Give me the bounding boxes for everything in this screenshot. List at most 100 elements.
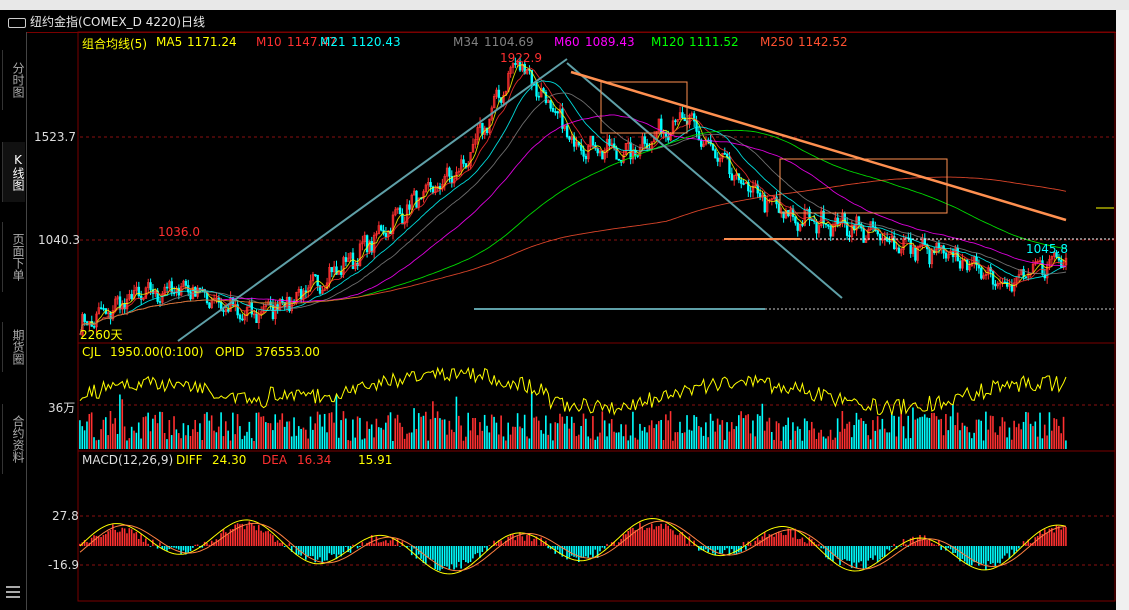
tab-kline-chart[interactable]: K线图 xyxy=(2,142,25,202)
volume-bar xyxy=(180,438,182,449)
macd-bar xyxy=(982,546,985,564)
candle-body xyxy=(591,135,595,146)
macd-bar xyxy=(495,543,498,546)
macd-bar xyxy=(337,546,340,555)
candle-body xyxy=(165,286,169,289)
macd-bar xyxy=(585,546,587,557)
volume-bar xyxy=(417,413,420,449)
volume-bar xyxy=(634,437,637,449)
legend-m34-label: M34 xyxy=(453,35,479,49)
macd-bar xyxy=(109,529,112,546)
macd-bar xyxy=(382,541,385,546)
volume-bar xyxy=(648,425,651,449)
macd-bar xyxy=(603,546,606,549)
volume-bar xyxy=(512,426,514,449)
candle-body xyxy=(961,259,964,269)
candle-body xyxy=(587,146,590,160)
candle-body xyxy=(1013,282,1016,292)
candle-body xyxy=(601,150,604,160)
candle-body xyxy=(262,306,265,313)
tab-contract-info[interactable]: 合约资料 xyxy=(2,404,25,474)
candle-body xyxy=(427,182,430,186)
candle-body xyxy=(95,313,98,328)
volume-bar xyxy=(521,428,524,449)
macd-bar xyxy=(1062,527,1065,546)
candle-body xyxy=(565,125,569,138)
macd-bar xyxy=(728,546,731,556)
tab-futures-circle[interactable]: 期货圈 xyxy=(2,322,25,372)
macd-bar xyxy=(778,531,780,546)
volume-bar xyxy=(210,415,213,449)
macd-bar xyxy=(187,546,189,553)
volume-bar xyxy=(399,422,401,449)
macd-bar xyxy=(156,546,159,549)
macd-bar xyxy=(312,546,314,557)
volume-bar xyxy=(309,416,312,449)
candle-body xyxy=(740,179,743,184)
volume-bar xyxy=(627,440,630,449)
menu-icon[interactable] xyxy=(6,586,20,598)
macd-bar xyxy=(533,538,535,546)
candle-body xyxy=(269,301,272,306)
candle-body xyxy=(674,120,677,123)
volume-bar xyxy=(476,435,479,449)
macd-bar xyxy=(935,545,938,546)
volume-bar xyxy=(443,419,446,449)
macd-bar xyxy=(686,543,688,546)
volume-bar xyxy=(387,415,389,449)
macd-bar xyxy=(460,546,462,569)
volume-bar xyxy=(128,438,131,449)
candle-body xyxy=(798,223,802,231)
macd-bar xyxy=(457,546,460,562)
macd-bar xyxy=(144,538,147,546)
macd-bar xyxy=(674,534,677,546)
tab-time-chart[interactable]: 分时图 xyxy=(2,50,25,110)
volume-bar xyxy=(1027,412,1030,449)
volume-bar xyxy=(818,432,820,449)
candle-body xyxy=(208,302,211,308)
candle-body xyxy=(641,136,644,148)
legend-m10-value: 1147.47 xyxy=(287,35,337,49)
macd-bar xyxy=(869,546,872,558)
volume-bar xyxy=(337,437,340,449)
candle-body xyxy=(274,304,277,319)
candle-body xyxy=(170,281,173,293)
volume-bar xyxy=(352,419,354,449)
volume-bar xyxy=(1006,437,1008,449)
macd-bar xyxy=(886,546,888,550)
candle-body xyxy=(462,159,465,164)
volume-bar xyxy=(702,435,705,449)
tab-order-page[interactable]: 页面下单 xyxy=(2,222,25,292)
candle-body xyxy=(669,133,672,141)
candle-body xyxy=(511,63,515,68)
macd-bar xyxy=(926,539,928,546)
macd-bar xyxy=(140,534,142,546)
volume-bar xyxy=(914,419,917,449)
volume-bar xyxy=(335,395,338,449)
candle-body xyxy=(412,190,416,196)
volume-bar xyxy=(728,431,731,449)
candle-body xyxy=(384,233,388,237)
macd-bar xyxy=(665,523,667,546)
volume-bar xyxy=(733,429,735,449)
macd-bar xyxy=(505,540,507,546)
candle-body xyxy=(1050,256,1054,260)
volume-bar xyxy=(526,436,528,449)
macd-bar xyxy=(853,546,855,563)
macd-bar xyxy=(241,523,244,546)
volume-bar xyxy=(274,414,277,449)
macd-bar xyxy=(735,546,738,555)
volume-bar xyxy=(250,438,253,449)
macd-bar xyxy=(194,544,197,546)
volume-bar xyxy=(302,427,305,449)
candle-body xyxy=(516,60,519,65)
macd-bar xyxy=(872,546,874,560)
volume-bar xyxy=(540,430,542,449)
volume-bar xyxy=(865,423,867,449)
candle-body xyxy=(405,204,409,223)
candle-body xyxy=(474,139,477,145)
candle-body xyxy=(241,318,244,321)
candle-body xyxy=(85,321,89,326)
volume-bar xyxy=(201,439,204,449)
volume-bar xyxy=(1018,423,1020,449)
